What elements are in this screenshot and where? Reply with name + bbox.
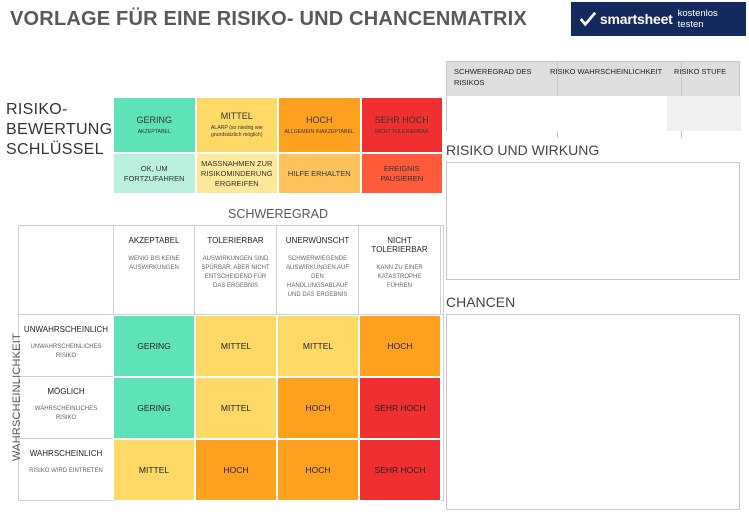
key-label-line: SCHLÜSSEL (6, 141, 104, 158)
severity-desc: AUSWIRKUNGEN SIND SPÜRBAR, ABER NICHT EN… (201, 256, 270, 289)
matrix-cell: HOCH (277, 377, 359, 439)
header-divider (19, 314, 443, 315)
header-text: RISIKO WAHRSCHEINLICHKEIT (550, 67, 663, 76)
header-text: RISIKO STUFE (674, 67, 727, 76)
key-level-cell: HOCH ALLGEMEIN INAKZEPTABEL (278, 97, 361, 153)
key-level-desc: AKZEPTABEL (137, 128, 171, 135)
key-level-desc: NICHT TOLERIERBAR (374, 128, 429, 135)
likelihood-row-header: WAHRSCHEINLICH RISIKO WIRD EINTRETEN (19, 439, 113, 501)
severity-head: UNERWÜNSCHT (285, 236, 350, 245)
rating-table: SCHWEREGRAD DES RISIKOS RISIKO WAHRSCHEI… (446, 61, 741, 138)
likelihood-row-header: UNWAHRSCHEINLICH UNWAHRSCHEINLICHES RISIK… (19, 315, 113, 377)
matrix-cell: HOCH (277, 439, 359, 501)
page-title: VORLAGE FÜR EINE RISIKO- UND CHANCENMATR… (10, 8, 527, 30)
matrix-cell: GERING (113, 315, 195, 377)
matrix-cell: SEHR HOCH (359, 439, 441, 501)
likelihood-head: UNWAHRSCHEINLICH (23, 325, 109, 334)
key-action-cell: EREIGNIS PAUSIEREN (360, 153, 443, 194)
key-label: RISIKO- BEWERTUNGS- SCHLÜSSEL (6, 100, 129, 160)
severity-head: AKZEPTABEL (128, 236, 180, 245)
chances-box[interactable] (446, 314, 740, 510)
risk-matrix: AKZEPTABEL WENIG BIS KEINE AUSWIRKUNGEN TO… (18, 225, 444, 501)
level-input-cell[interactable] (667, 96, 741, 131)
key-level-head: SEHR HOCH (374, 114, 429, 125)
likelihood-row-header: MÖGLICH WAHRSCHEINLICHES RISIKO (19, 377, 113, 439)
key-action-text: EREIGNIS PAUSIEREN (380, 163, 424, 183)
key-level-desc: ALARP (so niedrig wie grundsätzlich mögl… (210, 125, 263, 138)
likelihood-title: WAHRSCHEINLICHKEIT (11, 333, 23, 461)
severity-desc: SCHWERWIEGENDE AUSWIRKUNGEN AUF DEN HAND… (285, 256, 349, 298)
likelihood-desc: WAHRSCHEINLICHES RISIKO (34, 406, 98, 421)
key-level-head: GERING (136, 114, 172, 125)
severity-title: SCHWEREGRAD (227, 207, 328, 221)
matrix-cell: GERING (113, 377, 195, 439)
severity-column-header: AKZEPTABEL WENIG BIS KEINE AUSWIRKUNGEN (113, 226, 195, 314)
matrix-cell: HOCH (195, 439, 277, 501)
key-action-cell: MASSNAHMEN ZUR RISIKOMINDERUNG ERGREIFEN (195, 153, 278, 194)
severity-head: NICHT TOLERIERBAR (371, 236, 428, 254)
risk-key: GERING AKZEPTABEL OK, UM FORTZUFAHREN MITTE… (113, 97, 443, 194)
free-trial-link[interactable]: kostenlos testen (677, 8, 718, 30)
severity-column-header: NICHT TOLERIERBAR KANN ZU EINER KATASTROP… (359, 226, 441, 314)
severity-desc: KANN ZU EINER KATASTROPHE FÜHREN (376, 265, 423, 289)
matrix-cell: HOCH (359, 315, 441, 377)
key-action-cell: HILFE ERHALTEN (278, 153, 361, 194)
key-action-text: MASSNAHMEN ZUR RISIKOMINDERUNG ERGREIFEN (200, 158, 273, 188)
likelihood-input-cell[interactable] (543, 96, 667, 131)
chances-title: CHANCEN (446, 294, 516, 310)
key-action-cell: OK, UM FORTZUFAHREN (113, 153, 196, 194)
level-column-header: RISIKO STUFE (667, 62, 749, 138)
key-level-desc: ALLGEMEIN INAKZEPTABEL (284, 128, 354, 135)
key-action-text: HILFE ERHALTEN (287, 168, 351, 178)
key-label-line: RISIKO- (6, 101, 68, 118)
likelihood-desc: RISIKO WIRD EINTRETEN (29, 468, 103, 474)
risk-impact-box[interactable] (446, 162, 740, 280)
smartsheet-logo-icon (579, 11, 597, 27)
likelihood-head: WAHRSCHEINLICH (29, 449, 103, 458)
likelihood-desc: UNWAHRSCHEINLICHES RISIKO (30, 344, 102, 359)
severity-column-header: UNERWÜNSCHT SCHWERWIEGENDE AUSWIRKUNGEN A… (277, 226, 359, 314)
likelihood-head: MÖGLICH (47, 387, 85, 396)
smartsheet-banner[interactable]: smartsheet kostenlos testen (571, 2, 746, 36)
matrix-cell: MITTEL (195, 315, 277, 377)
matrix-cell: MITTEL (113, 439, 195, 501)
brand-name: smartsheet (599, 11, 673, 27)
key-level-head: MITTEL (220, 111, 253, 121)
matrix-cell: MITTEL (277, 315, 359, 377)
matrix-cell: MITTEL (195, 377, 277, 439)
matrix-cell: SEHR HOCH (359, 377, 441, 439)
key-level-cell: SEHR HOCH NICHT TOLERIERBAR (360, 97, 443, 153)
key-level-cell: GERING AKZEPTABEL (113, 97, 196, 153)
severity-input-cell[interactable] (447, 96, 543, 131)
key-level-head: HOCH (306, 114, 333, 125)
key-level-cell: MITTEL ALARP (so niedrig wie grundsätzlic… (195, 97, 278, 153)
risk-impact-title: RISIKO UND WIRKUNG (446, 142, 600, 158)
key-action-text: OK, UM FORTZUFAHREN (123, 163, 185, 183)
severity-column-header: TOLERIERBAR AUSWIRKUNGEN SIND SPÜRBAR, AB… (195, 226, 277, 314)
header-text: SCHWEREGRAD DES RISIKOS (454, 67, 532, 87)
key-label-line: BEWERTUNGS- (6, 121, 130, 138)
severity-desc: WENIG BIS KEINE AUSWIRKUNGEN (128, 256, 180, 271)
severity-head: TOLERIERBAR (207, 236, 264, 245)
